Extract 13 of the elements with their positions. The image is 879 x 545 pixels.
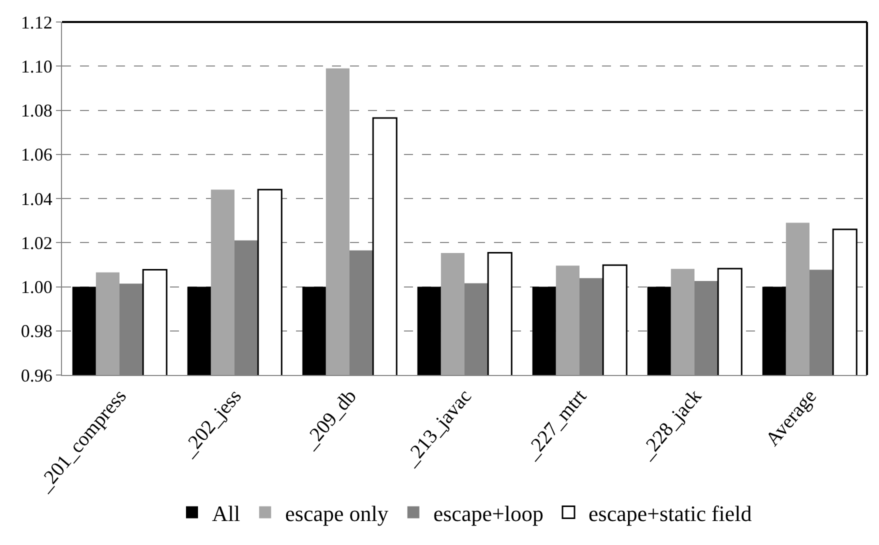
legend-label: escape+static field [588,500,752,526]
legend-label: All [212,500,240,526]
legend-label: escape only [285,500,388,526]
y-tick-label: 1.06 [20,144,52,165]
y-tick-label: 0.96 [20,365,52,386]
legend-label: escape+loop [433,500,544,526]
y-tick-label: 1.00 [20,277,52,298]
y-tick-label: 1.08 [20,100,52,121]
y-tick-label: 1.02 [20,232,52,253]
y-tick-label: 1.04 [20,188,52,209]
y-tick-label: 0.98 [20,321,52,342]
y-tick-label: 1.10 [20,56,52,76]
y-tick-label: 1.12 [20,12,52,32]
